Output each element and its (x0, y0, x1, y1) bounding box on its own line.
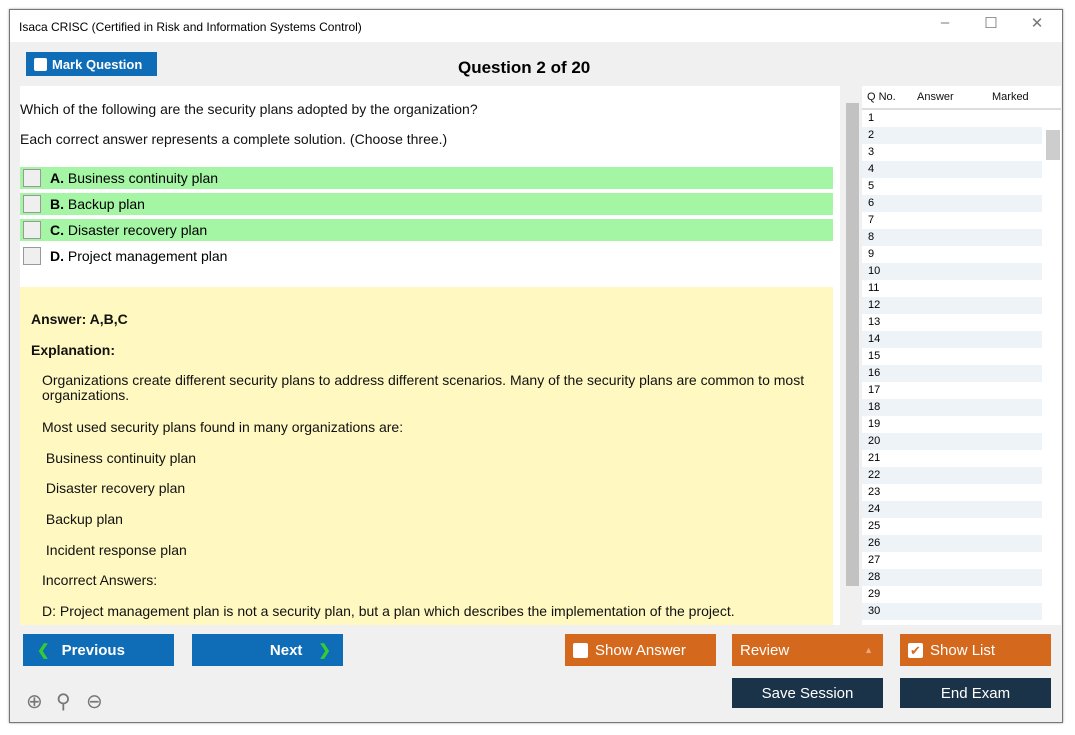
option-letter: D. (50, 248, 64, 264)
list-row[interactable]: 21 (868, 452, 881, 464)
list-row[interactable]: 11 (868, 282, 880, 294)
option-checkbox[interactable] (23, 247, 41, 265)
list-row[interactable]: 23 (868, 486, 881, 498)
list-row[interactable]: 30 (862, 603, 1042, 620)
option-d[interactable]: D. Project management plan (20, 245, 833, 267)
header-marked: Marked (992, 91, 1029, 103)
list-row[interactable]: 24 (862, 501, 1042, 518)
close-icon[interactable]: ✕ (1030, 15, 1044, 32)
list-row[interactable]: 7 (868, 214, 875, 226)
answer-key: Answer: A,B,C (31, 311, 128, 327)
previous-label: Previous (61, 641, 125, 659)
caret-up-icon: ▲ (864, 645, 873, 655)
question-counter: Question 2 of 20 (458, 58, 591, 77)
list-row[interactable]: 20 (862, 433, 1042, 450)
list-row[interactable]: 17 (868, 384, 881, 396)
question-pane: Which of the following are the security … (20, 86, 840, 625)
list-row[interactable]: 5 (868, 180, 875, 192)
list-row[interactable]: 14 (862, 331, 1042, 348)
show-list-label: Show List (930, 641, 996, 659)
list-row[interactable]: 6 (862, 195, 1042, 212)
content-scrollbar[interactable] (845, 86, 860, 625)
option-letter: B. (50, 196, 64, 212)
list-row[interactable]: 2 (862, 127, 1042, 144)
title-bar: Isaca CRISC (Certified in Risk and Infor… (10, 10, 1062, 42)
option-text: Business continuity plan (67, 170, 219, 186)
show-answer-label: Show Answer (595, 641, 686, 659)
list-row[interactable]: 28 (862, 569, 1042, 586)
chevron-right-icon: ❯ (318, 642, 331, 659)
zoom-in-icon[interactable]: ⊕ (26, 691, 43, 713)
show-answer-button[interactable]: Show Answer (565, 634, 716, 666)
header-qno: Q No. (867, 91, 896, 103)
explanation-line: Disaster recovery plan (42, 480, 186, 496)
list-row[interactable]: 15 (868, 350, 881, 362)
list-row[interactable]: 16 (862, 365, 1042, 382)
explanation-title: Explanation: (31, 342, 116, 358)
option-text: Project management plan (67, 248, 228, 264)
list-row[interactable]: 4 (862, 161, 1042, 178)
header-answer: Answer (917, 91, 954, 103)
save-session-button[interactable]: Save Session (732, 678, 883, 708)
question-text: Which of the following are the security … (20, 101, 478, 117)
list-row[interactable]: 8 (862, 229, 1042, 246)
explanation-line: Organizations create different security … (42, 372, 808, 403)
end-exam-button[interactable]: End Exam (900, 678, 1051, 708)
option-text: Backup plan (67, 196, 145, 212)
explanation-line: Backup plan (42, 511, 123, 527)
answer-panel: Answer: A,B,C Explanation: Organizations… (20, 287, 833, 625)
list-row[interactable]: 22 (862, 467, 1042, 484)
scrollbar-thumb[interactable] (846, 103, 859, 586)
option-checkbox[interactable] (23, 195, 41, 213)
mark-question-button[interactable]: Mark Question (26, 52, 157, 76)
question-list: Q No. Answer Marked 1 2 3 4 5 6 7 8 9 10 11 12 13 14 1… (862, 86, 1061, 625)
review-label: Review (740, 641, 790, 659)
zoom-out-icon[interactable]: ⊖ (86, 691, 103, 713)
explanation-line: Incident response plan (42, 542, 187, 558)
option-b[interactable]: B. Backup plan (20, 193, 833, 215)
app-window: Isaca CRISC (Certified in Risk and Infor… (9, 9, 1063, 723)
list-row[interactable]: 9 (868, 248, 875, 260)
option-checkbox[interactable] (23, 169, 41, 187)
explanation-line: Incorrect Answers: (42, 572, 158, 588)
chevron-left-icon: ❮ (37, 642, 50, 659)
previous-button[interactable]: ❮ Previous (23, 634, 174, 666)
option-letter: A. (50, 170, 64, 186)
list-scrollbar[interactable] (1043, 112, 1061, 625)
list-row[interactable]: 25 (868, 520, 881, 532)
option-c[interactable]: C. Disaster recovery plan (20, 219, 833, 241)
option-checkbox[interactable] (23, 221, 41, 239)
checkbox-icon (573, 642, 588, 658)
list-row[interactable]: 19 (868, 418, 881, 430)
list-row[interactable]: 18 (862, 399, 1042, 416)
list-row[interactable]: 3 (868, 146, 875, 158)
window-title: Isaca CRISC (Certified in Risk and Infor… (19, 20, 362, 34)
review-dropdown[interactable]: Review ▲ (732, 634, 883, 666)
question-instruction: Each correct answer represents a complet… (20, 131, 448, 147)
list-row[interactable]: 29 (868, 588, 881, 600)
option-a[interactable]: A. Business continuity plan (20, 167, 833, 189)
list-row[interactable]: 10 (862, 263, 1042, 280)
explanation-line: D: Project management plan is not a secu… (42, 603, 735, 619)
list-row[interactable]: 27 (868, 554, 881, 566)
mark-label: Mark Question (52, 56, 143, 72)
option-letter: C. (50, 222, 64, 238)
checkbox-icon (34, 57, 47, 71)
explanation-line: Most used security plans found in many o… (42, 419, 404, 435)
list-header: Q No. Answer Marked (862, 86, 1061, 110)
zoom-reset-icon[interactable]: ⚲ (56, 691, 71, 713)
next-label: Next (269, 641, 303, 659)
minimize-icon[interactable]: – (940, 14, 950, 31)
list-scrollbar-thumb[interactable] (1046, 130, 1060, 160)
explanation-line: Business continuity plan (42, 450, 197, 466)
list-row[interactable]: 26 (862, 535, 1042, 552)
list-row[interactable]: 13 (868, 316, 881, 328)
maximize-icon[interactable]: ☐ (984, 15, 998, 32)
option-text: Disaster recovery plan (67, 222, 208, 238)
list-row[interactable]: 12 (862, 297, 1042, 314)
list-row[interactable]: 1 (868, 112, 875, 124)
show-list-button[interactable]: ✔ Show List (900, 634, 1051, 666)
next-button[interactable]: Next ❯ (192, 634, 343, 666)
checkmark-icon: ✔ (908, 642, 923, 658)
